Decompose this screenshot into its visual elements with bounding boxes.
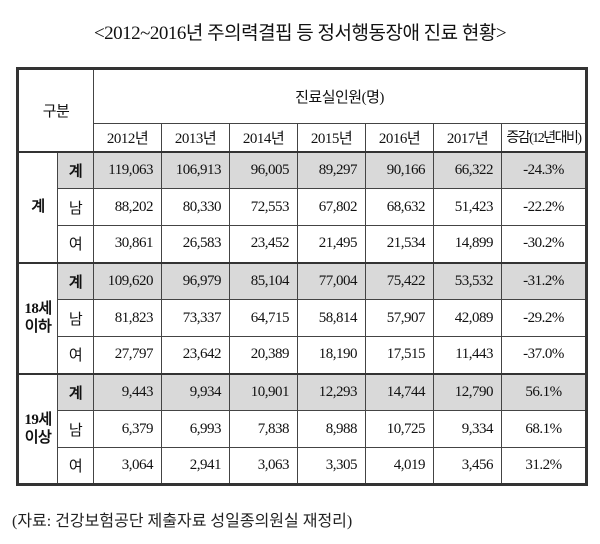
change-cell: -29.2% xyxy=(501,299,587,337)
column-header: 2012년 xyxy=(93,123,162,152)
value-cell: 89,297 xyxy=(297,150,366,189)
value-cell: 77,004 xyxy=(297,261,366,300)
value-cell: 6,379 xyxy=(93,410,162,448)
value-cell: 12,790 xyxy=(433,372,502,411)
value-cell: 3,064 xyxy=(93,447,162,485)
value-cell: 72,553 xyxy=(229,188,298,226)
value-cell: 64,715 xyxy=(229,299,298,337)
table-row: 18세 이하 계 109,620 96,979 85,104 77,004 75,422 53… xyxy=(17,261,587,374)
value-cell: 17,515 xyxy=(365,336,434,374)
value-cell: 81,823 xyxy=(93,299,162,337)
change-cell: -24.3% xyxy=(501,150,587,189)
value-cell: 12,293 xyxy=(297,372,366,411)
change-cell: -37.0% xyxy=(501,336,587,374)
value-cell: 75,422 xyxy=(365,261,434,300)
change-cell: 56.1% xyxy=(501,372,587,411)
value-cell: 7,838 xyxy=(229,410,298,448)
change-cell: -30.2% xyxy=(501,225,587,263)
value-cell: 96,979 xyxy=(161,261,230,300)
value-cell: 88,202 xyxy=(93,188,162,226)
value-cell: 14,744 xyxy=(365,372,434,411)
column-header: 증감(12년대비) xyxy=(501,123,587,152)
value-cell: 96,005 xyxy=(229,150,298,189)
value-cell: 21,534 xyxy=(365,225,434,263)
table-row: 여 30,861 26,583 23,452 21,495 21,534 14,899 -30… xyxy=(18,225,587,263)
column-header: 2013년 xyxy=(161,123,230,152)
value-cell: 6,993 xyxy=(161,410,230,448)
column-header: 2014년 xyxy=(229,123,298,152)
treatment-status-table: 구분 진료실인원(명) 2012년 2013년 2014년 2015년 2016년 201… xyxy=(16,67,588,486)
table-title: <2012~2016년 주의력결핍 등 정서행동장애 진료 현황> xyxy=(93,23,507,44)
table-row: 계 계 119,063 106,913 96,005 89,297 90,166 66,322… xyxy=(17,150,587,263)
value-cell: 11,443 xyxy=(433,336,502,374)
value-cell: 119,063 xyxy=(93,150,162,189)
value-cell: 8,988 xyxy=(297,410,366,448)
value-cell: 9,443 xyxy=(93,372,162,411)
value-cell: 85,104 xyxy=(229,261,298,300)
value-cell: 26,583 xyxy=(161,225,230,263)
sub-label: 남 xyxy=(57,299,94,337)
value-cell: 27,797 xyxy=(93,336,162,374)
value-cell: 10,901 xyxy=(229,372,298,411)
sub-label: 여 xyxy=(57,336,94,374)
change-cell: -31.2% xyxy=(501,261,587,300)
sub-label: 계 xyxy=(57,150,94,189)
table-row: 남 6,379 6,993 7,838 8,988 10,725 9,334 68.1% xyxy=(18,410,587,448)
value-cell: 90,166 xyxy=(365,150,434,189)
change-cell: 68.1% xyxy=(501,410,587,448)
column-header: 2015년 xyxy=(297,123,366,152)
value-cell: 109,620 xyxy=(93,261,162,300)
value-cell: 66,322 xyxy=(433,150,502,189)
table-row: 남 88,202 80,330 72,553 67,802 68,632 51,423 -22… xyxy=(18,188,587,226)
sub-label: 남 xyxy=(57,410,94,448)
table-row: 여 27,797 23,642 20,389 18,190 17,515 11,443 -37… xyxy=(18,336,587,374)
value-cell: 42,089 xyxy=(433,299,502,337)
value-cell: 57,907 xyxy=(365,299,434,337)
value-cell: 73,337 xyxy=(161,299,230,337)
change-cell: -22.2% xyxy=(501,188,587,226)
group-label: 18세 이하 xyxy=(17,261,58,374)
table-row: 19세 이상 계 9,443 9,934 10,901 12,293 14,744 12,79… xyxy=(17,372,587,485)
value-cell: 58,814 xyxy=(297,299,366,337)
source-note: (자료: 건강보험공단 제출자료 성일종의원실 재정리) xyxy=(12,513,353,530)
value-cell: 3,456 xyxy=(433,447,502,485)
value-cell: 3,305 xyxy=(297,447,366,485)
value-cell: 4,019 xyxy=(365,447,434,485)
value-cell: 106,913 xyxy=(161,150,230,189)
value-cell: 30,861 xyxy=(93,225,162,263)
value-cell: 10,725 xyxy=(365,410,434,448)
sub-label: 계 xyxy=(57,261,94,300)
sub-label: 여 xyxy=(57,447,94,485)
change-cell: 31.2% xyxy=(501,447,587,485)
value-cell: 23,642 xyxy=(161,336,230,374)
value-cell: 68,632 xyxy=(365,188,434,226)
sub-label: 계 xyxy=(57,372,94,411)
group-label: 19세 이상 xyxy=(17,372,58,485)
sub-label: 남 xyxy=(57,188,94,226)
sub-label: 여 xyxy=(57,225,94,263)
value-cell: 53,532 xyxy=(433,261,502,300)
value-cell: 51,423 xyxy=(433,188,502,226)
table-row: 여 3,064 2,941 3,063 3,305 4,019 3,456 31.2% xyxy=(18,447,587,485)
value-cell: 9,934 xyxy=(161,372,230,411)
column-header: 2017년 xyxy=(433,123,502,152)
value-cell: 80,330 xyxy=(161,188,230,226)
value-cell: 23,452 xyxy=(229,225,298,263)
value-cell: 21,495 xyxy=(297,225,366,263)
value-cell: 67,802 xyxy=(297,188,366,226)
column-header: 2016년 xyxy=(365,123,434,152)
value-cell: 18,190 xyxy=(297,336,366,374)
value-cell: 9,334 xyxy=(433,410,502,448)
table-row: 남 81,823 73,337 64,715 58,814 57,907 42,089 -29… xyxy=(18,299,587,337)
value-cell: 14,899 xyxy=(433,225,502,263)
category-header: 구분 xyxy=(17,68,94,152)
value-cell: 3,063 xyxy=(229,447,298,485)
value-cell: 20,389 xyxy=(229,336,298,374)
value-cell: 2,941 xyxy=(161,447,230,485)
group-header: 진료실인원(명) xyxy=(93,68,587,124)
group-label: 계 xyxy=(17,150,58,263)
